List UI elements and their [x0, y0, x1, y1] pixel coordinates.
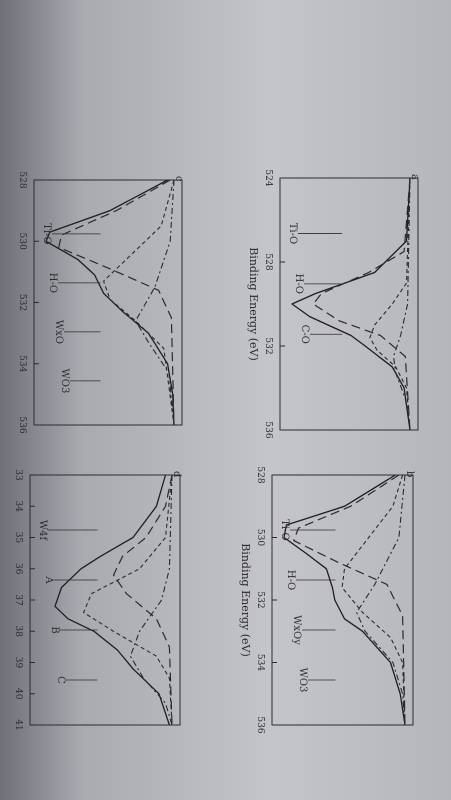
peak-label: WO3 — [59, 368, 70, 393]
peak-label: H-O — [285, 570, 296, 590]
panel-d: d 33 34 35 36 37 38 39 40 41 W4f A B C — [13, 469, 182, 730]
tick-label: 528 — [17, 171, 27, 188]
panel-letter: a — [409, 174, 420, 180]
tick-label: 534 — [17, 355, 27, 372]
series-line — [58, 179, 175, 426]
series-line — [103, 179, 175, 426]
peak-label: W4f — [37, 520, 48, 542]
peak-label: WO3 — [297, 668, 308, 693]
series-line — [135, 179, 175, 426]
peak-label: WxOy — [291, 615, 302, 645]
panel-c: c 528 530 532 534 536 Ti-O H-O WxO WO3 — [17, 171, 184, 433]
panel-frame — [33, 179, 183, 426]
panel-b: b 528 530 532 534 536 Binding Energy (eV) Ti-O H… — [239, 466, 415, 733]
peak-label: WxO — [53, 320, 64, 344]
tick-label: 532 — [17, 294, 27, 311]
tick-label: 35 — [13, 532, 23, 544]
panel-a: a 524 528 532 536 Binding Energy (eV) Ti-O H-O C… — [247, 169, 420, 438]
panel-letter: d — [171, 471, 182, 478]
peak-label: Ti-O — [41, 223, 52, 244]
tick-label: 536 — [263, 421, 273, 438]
series-line — [54, 474, 171, 726]
tick-label: 534 — [255, 654, 265, 671]
series-line — [129, 474, 173, 726]
series-line — [112, 474, 173, 726]
tick-label: 38 — [13, 626, 23, 638]
series-line — [45, 179, 175, 426]
tick-label: 530 — [17, 233, 27, 250]
peak-label: H-O — [293, 274, 304, 294]
series-line — [356, 474, 406, 726]
series-line — [83, 474, 173, 726]
tick-label: 36 — [13, 563, 23, 575]
tick-label: 536 — [255, 716, 265, 733]
tick-label: 524 — [263, 169, 273, 186]
tick-label: 530 — [255, 529, 265, 546]
tick-label: 39 — [13, 657, 23, 669]
series-line — [312, 177, 411, 431]
axis-title: Binding Energy (eV) — [247, 247, 260, 361]
tick-label: 33 — [13, 469, 23, 481]
tick-label: 40 — [13, 688, 23, 700]
tick-label: 528 — [263, 253, 273, 270]
tick-label: 34 — [13, 501, 23, 513]
series-line — [283, 474, 406, 726]
panel-letter: c — [173, 176, 184, 182]
series-line — [291, 177, 411, 431]
peak-label: B — [49, 626, 60, 633]
tick-label: 536 — [17, 416, 27, 433]
axis-title: Binding Energy (eV) — [239, 543, 252, 657]
tick-label: 532 — [255, 591, 265, 608]
series-line — [369, 177, 411, 431]
panel-frame — [29, 474, 181, 726]
peak-label: C — [55, 676, 66, 684]
tick-label: 528 — [255, 466, 265, 483]
peak-label: A — [43, 575, 54, 584]
series-line — [293, 474, 406, 726]
tick-label: 532 — [263, 337, 273, 354]
panel-frame — [271, 474, 414, 726]
peak-label: C-O — [299, 325, 310, 344]
peak-label: Ti-O — [287, 223, 298, 244]
panel-frame — [279, 177, 419, 431]
peak-label: Ti-O — [279, 519, 290, 540]
peak-label: H-O — [47, 273, 58, 293]
tick-label: 37 — [13, 594, 23, 606]
tick-label: 41 — [13, 719, 23, 730]
series-line — [392, 177, 411, 431]
panel-letter: b — [404, 471, 415, 477]
series-line — [341, 474, 406, 726]
